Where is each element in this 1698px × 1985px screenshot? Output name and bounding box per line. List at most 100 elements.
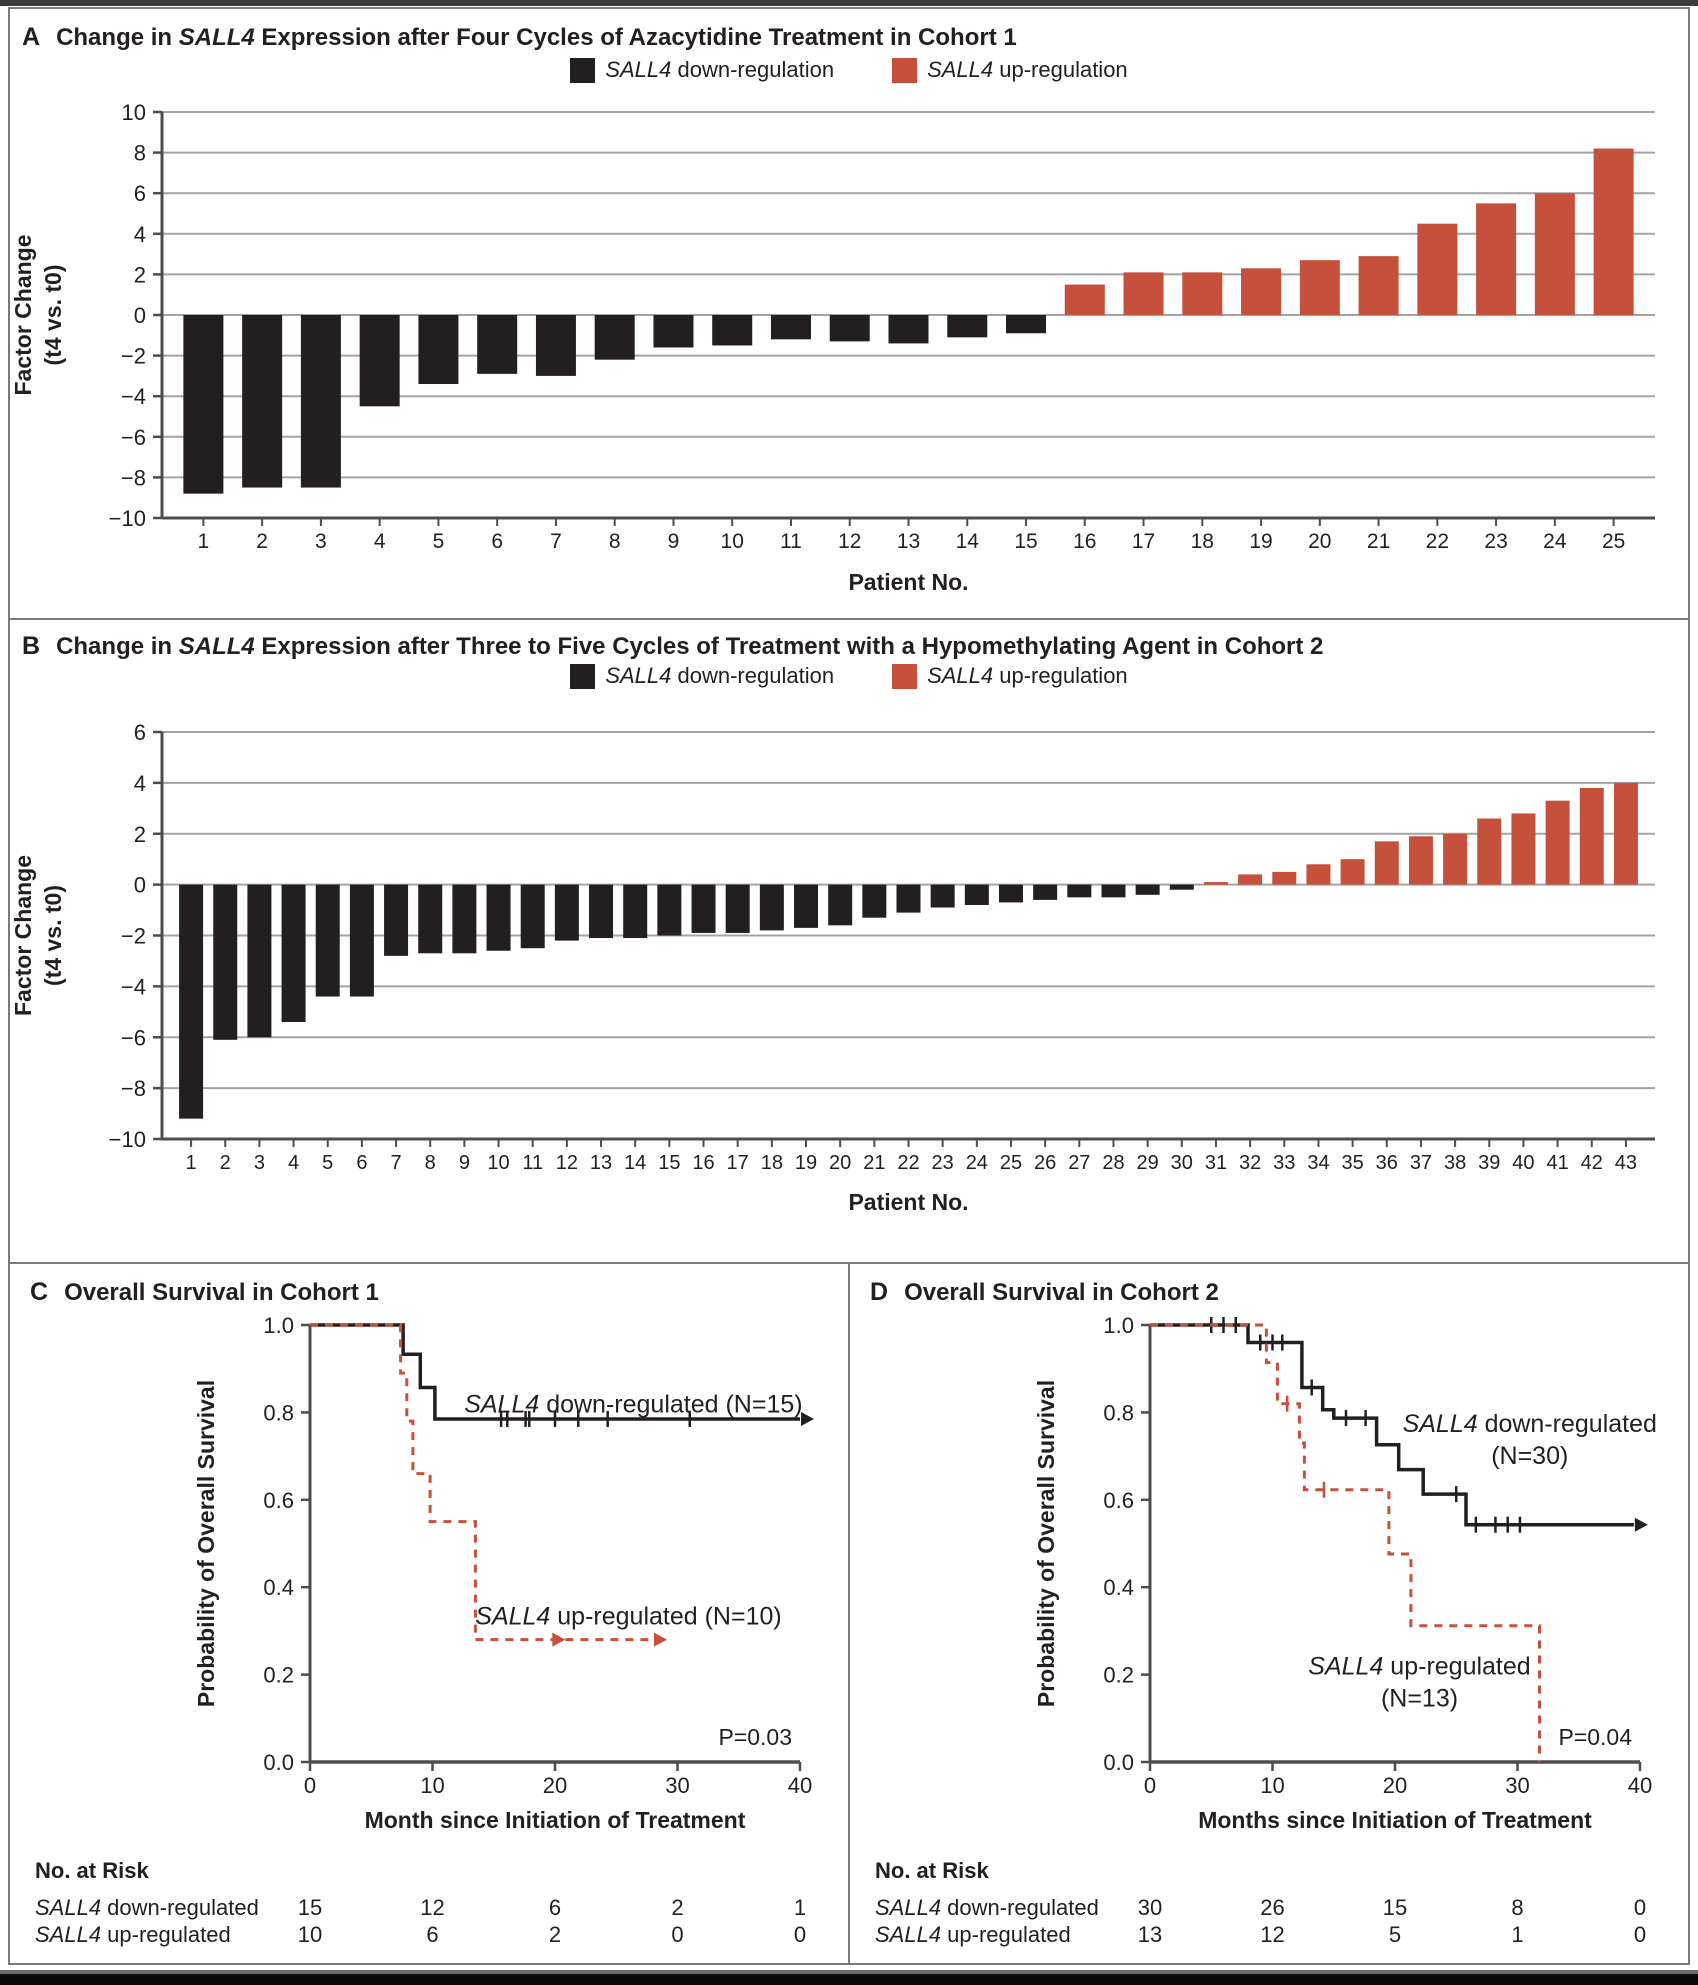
y-axis-label: Factor Change (t4 vs. t0)	[10, 855, 66, 1016]
bar	[828, 884, 853, 926]
x-tick-label: 17	[727, 1152, 749, 1174]
x-tick-label: 15	[1014, 530, 1037, 553]
x-tick-label: 14	[956, 530, 980, 553]
km-curve	[310, 1323, 800, 1421]
legend-up-text: up-regulation	[993, 57, 1128, 82]
x-axis-label: Patient No.	[848, 1189, 968, 1215]
x-tick-label: 16	[692, 1152, 714, 1174]
x-tick-label: 36	[1376, 1152, 1398, 1174]
bar	[896, 884, 921, 913]
legend-b-up-item: SALL4 up-regulation	[892, 663, 1128, 689]
bottom-edge-strip	[0, 1974, 1698, 1985]
x-tick-label: 2	[220, 1152, 231, 1174]
risk-count: 6	[426, 1922, 438, 1947]
bar	[1238, 874, 1263, 885]
risk-count: 15	[298, 1895, 322, 1920]
panel-b-title-suffix: Expression after Three to Five Cycles of…	[254, 633, 1324, 660]
x-axis-label: Month since Initiation of Treatment	[365, 1807, 746, 1833]
risk-count: 0	[794, 1922, 806, 1947]
series-label: (N=30)	[1491, 1442, 1568, 1470]
risk-count: 0	[671, 1922, 683, 1947]
y-tick-label: 0.6	[263, 1488, 294, 1513]
x-tick-label: 31	[1205, 1152, 1227, 1174]
x-tick-label: 33	[1273, 1152, 1295, 1174]
panel-c-title: Overall Survival in Cohort 1	[64, 1279, 379, 1306]
x-tick-label: 1	[186, 1152, 197, 1174]
risk-table-title: No. at Risk	[875, 1858, 989, 1883]
x-tick-label: 22	[1426, 530, 1449, 553]
bar	[520, 884, 545, 949]
y-tick-label: 4	[134, 771, 146, 796]
panel-b-letter: B	[22, 632, 41, 660]
x-tick-label: 32	[1239, 1152, 1261, 1174]
bar	[964, 884, 989, 905]
legend-b-up-label: SALL4 up-regulation	[927, 663, 1128, 689]
x-tick-label: 13	[897, 530, 920, 553]
bar	[452, 884, 477, 954]
risk-count: 2	[549, 1922, 561, 1947]
bar	[1417, 223, 1458, 315]
y-tick-label: 0.4	[263, 1575, 294, 1600]
x-tick-label: 26	[1034, 1152, 1056, 1174]
y-tick-label: 0.0	[1103, 1750, 1134, 1775]
x-axis-label: Months since Initiation of Treatment	[1198, 1807, 1592, 1833]
x-tick-label: 3	[254, 1152, 265, 1174]
bar	[242, 315, 283, 488]
bar	[888, 315, 929, 344]
end-arrow	[654, 1632, 667, 1647]
x-tick-label: 2	[256, 530, 268, 553]
x-tick-label: 35	[1341, 1152, 1363, 1174]
end-arrow	[552, 1632, 566, 1647]
bar	[1593, 148, 1634, 315]
panel-a-header: A Change in SALL4 Expression after Four C…	[22, 23, 1017, 52]
bar	[623, 884, 648, 939]
x-tick-label: 16	[1073, 530, 1096, 553]
legend-a-up-item: SALL4 up-regulation	[892, 57, 1128, 83]
y-tick-label: 0.6	[1103, 1488, 1134, 1513]
x-tick-label: 20	[1308, 530, 1331, 553]
y-tick-label: −2	[121, 344, 146, 369]
x-tick-label: 23	[1484, 530, 1507, 553]
y-tick-label: −4	[121, 384, 146, 409]
legend-up-text: up-regulation	[993, 663, 1128, 688]
bottom-edge-gray-strip	[0, 1970, 1698, 1974]
x-tick-label: 5	[322, 1152, 333, 1174]
bar	[359, 315, 400, 407]
y-tick-label: 8	[134, 141, 146, 166]
bar	[418, 884, 443, 954]
panel-a-title-prefix: Change in	[56, 24, 179, 51]
bar	[1101, 884, 1126, 898]
x-tick-label: 4	[288, 1152, 299, 1174]
legend-b: SALL4 down-regulation SALL4 up-regulatio…	[10, 663, 1688, 689]
x-tick-label: 1	[198, 530, 210, 553]
panel-a-title: Change in SALL4 Expression after Four Cy…	[56, 24, 1017, 51]
x-tick-label: 30	[1505, 1773, 1529, 1798]
x-tick-label: 9	[459, 1152, 470, 1174]
risk-count: 30	[1138, 1895, 1162, 1920]
bar	[1511, 813, 1536, 885]
x-tick-label: 43	[1615, 1152, 1637, 1174]
bar	[213, 884, 238, 1040]
x-tick-label: 0	[304, 1773, 316, 1798]
bar	[486, 884, 511, 951]
risk-count: 1	[794, 1895, 806, 1920]
series-label: SALL4 down-regulated (N=15)	[464, 1390, 802, 1418]
panel-divider-ab	[10, 618, 1688, 620]
risk-count: 1	[1511, 1922, 1523, 1947]
risk-table-title: No. at Risk	[35, 1858, 149, 1883]
bar	[1358, 256, 1399, 315]
p-value: P=0.04	[1558, 1724, 1632, 1750]
down-regulation-swatch	[570, 57, 596, 83]
risk-count: 8	[1511, 1895, 1523, 1920]
bar	[653, 315, 694, 348]
bar	[725, 884, 750, 933]
bar	[281, 884, 306, 1022]
bar	[477, 315, 518, 374]
x-tick-label: 42	[1581, 1152, 1603, 1174]
panel-a-letter: A	[22, 23, 41, 51]
x-tick-label: 10	[420, 1773, 444, 1798]
risk-row-label: SALL4 up-regulated	[35, 1922, 231, 1947]
bar	[1064, 284, 1105, 315]
bar	[589, 884, 614, 939]
